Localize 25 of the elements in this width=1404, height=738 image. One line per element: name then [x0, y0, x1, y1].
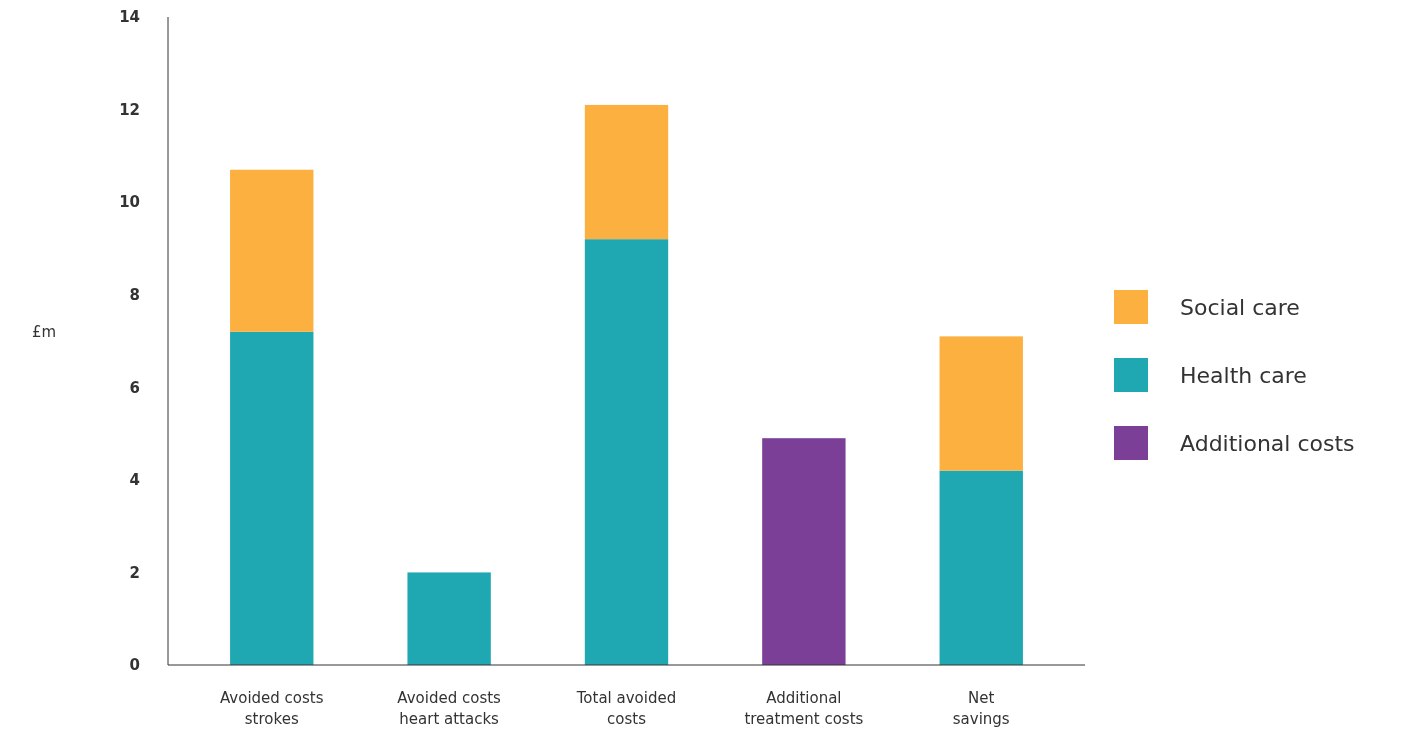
bar — [939, 470, 1023, 665]
bar — [584, 104, 669, 240]
y-tick-label: 12 — [119, 100, 140, 119]
legend-label: Health care — [1180, 362, 1307, 388]
bar — [939, 336, 1023, 471]
x-tick-label: Net savings — [952, 689, 1010, 728]
y-tick-label: 8 — [129, 285, 140, 304]
bar — [584, 239, 669, 665]
y-tick-label: 2 — [129, 563, 140, 582]
x-tick-label: Avoided costs heart attacks — [397, 689, 502, 728]
legend-label: Social care — [1180, 294, 1300, 320]
y-tick-label: 4 — [129, 471, 140, 490]
x-tick-label: Total avoided costs — [575, 689, 677, 728]
bar — [230, 331, 314, 665]
legend-label: Additional costs — [1180, 430, 1355, 456]
y-tick-label: 0 — [129, 656, 140, 675]
y-tick-label: 6 — [129, 378, 140, 397]
bar — [762, 438, 846, 665]
x-tick-label: Avoided costs strokes — [219, 689, 324, 728]
bar — [407, 572, 491, 665]
y-tick-label: 10 — [119, 193, 140, 212]
x-tick-label: Additional treatment costs — [744, 689, 864, 728]
y-tick-label: 14 — [119, 8, 140, 27]
bar — [230, 169, 314, 332]
y-axis-title: £m — [31, 323, 57, 342]
